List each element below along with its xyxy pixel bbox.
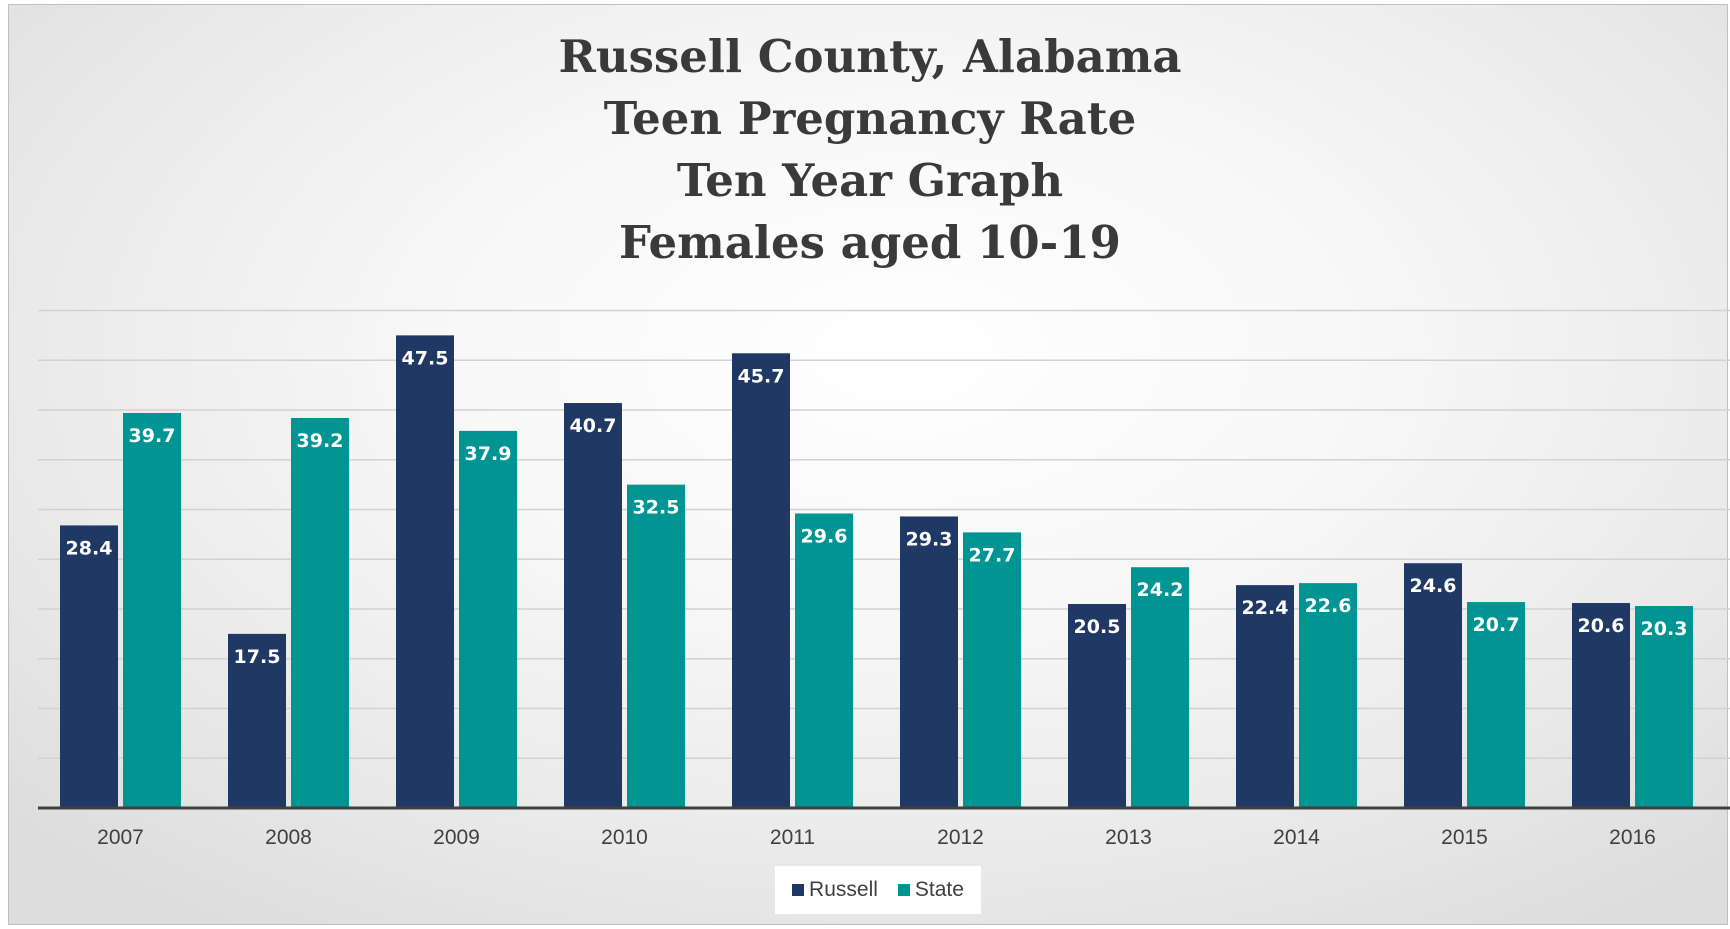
data-label-state-2016: 20.3 bbox=[1641, 618, 1688, 640]
data-label-russell-2011: 45.7 bbox=[738, 365, 785, 387]
data-label-state-2014: 22.6 bbox=[1305, 595, 1352, 617]
bar-state-2009 bbox=[459, 430, 517, 808]
bar-russell-2012 bbox=[900, 516, 958, 808]
bar-state-2014 bbox=[1299, 583, 1357, 808]
data-label-russell-2012: 29.3 bbox=[906, 528, 953, 550]
data-label-russell-2015: 24.6 bbox=[1410, 575, 1457, 597]
x-tick-label-2007: 2007 bbox=[97, 826, 144, 849]
bar-russell-2011 bbox=[732, 353, 790, 808]
legend-label-russell: Russell bbox=[809, 878, 878, 901]
data-label-russell-2016: 20.6 bbox=[1578, 615, 1625, 637]
data-label-state-2010: 32.5 bbox=[633, 497, 680, 519]
bar-russell-2014 bbox=[1236, 585, 1294, 808]
x-tick-label-2009: 2009 bbox=[433, 826, 480, 849]
data-label-state-2013: 24.2 bbox=[1137, 579, 1184, 601]
chart-title-line-2: Teen Pregnancy Rate bbox=[603, 92, 1137, 145]
data-label-russell-2013: 20.5 bbox=[1074, 616, 1121, 638]
data-label-state-2008: 39.2 bbox=[297, 430, 344, 452]
chart-title-line-4: Females aged 10-19 bbox=[619, 216, 1121, 269]
bar-state-2010 bbox=[627, 484, 685, 808]
legend-label-state: State bbox=[914, 878, 964, 901]
bar-russell-2007 bbox=[60, 525, 118, 808]
data-label-state-2009: 37.9 bbox=[465, 443, 512, 465]
data-label-state-2012: 27.7 bbox=[969, 544, 1016, 566]
legend-item-state: State bbox=[897, 878, 964, 902]
bar-state-2011 bbox=[795, 513, 853, 808]
x-tick-label-2008: 2008 bbox=[265, 826, 312, 849]
x-tick-label-2016: 2016 bbox=[1609, 826, 1656, 849]
legend-swatch-state bbox=[897, 884, 910, 896]
legend-item-russell: Russell bbox=[792, 878, 878, 902]
bar-state-2007 bbox=[123, 412, 181, 808]
data-label-russell-2010: 40.7 bbox=[570, 415, 617, 437]
data-label-russell-2007: 28.4 bbox=[66, 537, 113, 559]
x-tick-label-2013: 2013 bbox=[1105, 826, 1152, 849]
chart-legend: Russell State bbox=[775, 866, 981, 914]
chart-title-line-3: Ten Year Graph bbox=[676, 154, 1064, 207]
bar-state-2012 bbox=[963, 532, 1021, 808]
bar-russell-2016 bbox=[1572, 603, 1630, 808]
data-label-russell-2008: 17.5 bbox=[234, 646, 281, 668]
bar-state-2013 bbox=[1131, 567, 1189, 808]
chart-title: Russell County, Alabama Teen Pregnancy R… bbox=[0, 26, 1730, 274]
bar-state-2015 bbox=[1467, 602, 1525, 808]
bar-russell-2013 bbox=[1068, 604, 1126, 808]
data-label-state-2011: 29.6 bbox=[801, 525, 848, 547]
bar-state-2008 bbox=[291, 417, 349, 808]
data-label-state-2007: 39.7 bbox=[129, 425, 176, 447]
data-label-russell-2009: 47.5 bbox=[402, 347, 449, 369]
bar-russell-2008 bbox=[228, 633, 286, 808]
legend-swatch-russell bbox=[792, 884, 805, 896]
x-tick-label-2012: 2012 bbox=[937, 826, 984, 849]
bar-state-2016 bbox=[1635, 606, 1693, 808]
bar-russell-2009 bbox=[396, 335, 454, 808]
bar-russell-2015 bbox=[1404, 563, 1462, 808]
data-label-russell-2014: 22.4 bbox=[1242, 597, 1289, 619]
bar-russell-2010 bbox=[564, 403, 622, 808]
data-label-state-2015: 20.7 bbox=[1473, 614, 1520, 636]
chart-title-line-1: Russell County, Alabama bbox=[558, 30, 1182, 83]
x-tick-label-2014: 2014 bbox=[1273, 826, 1320, 849]
x-tick-label-2010: 2010 bbox=[601, 826, 648, 849]
x-tick-label-2015: 2015 bbox=[1441, 826, 1488, 849]
x-tick-label-2011: 2011 bbox=[770, 826, 815, 849]
